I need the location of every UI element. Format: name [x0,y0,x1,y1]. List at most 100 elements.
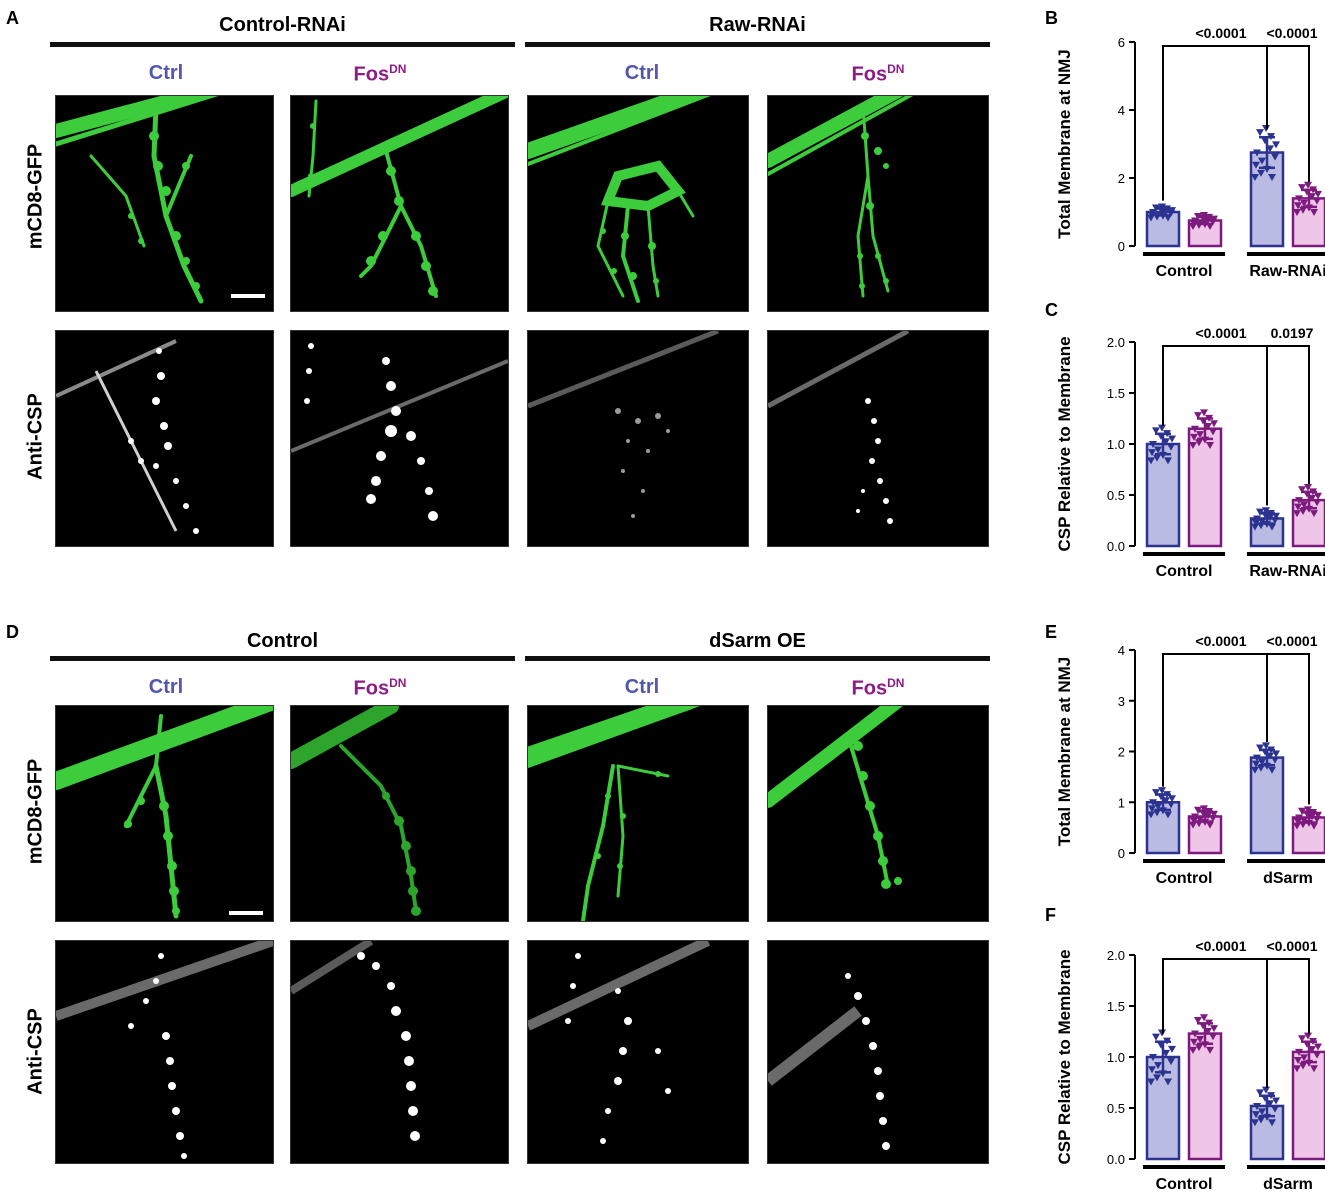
data-point [1310,1065,1318,1073]
data-point [1305,505,1313,513]
data-point [1164,1078,1172,1086]
data-point [1310,822,1318,830]
y-tick-label: 2.0 [1107,335,1125,350]
y-tick-label: 1.5 [1107,999,1125,1014]
group-bar-control [50,656,515,661]
data-point [1190,817,1198,825]
data-point [1205,213,1213,221]
y-tick-label: 3 [1118,694,1125,709]
data-point [1256,744,1264,752]
micrograph-csp-dsarm-ctrl [527,940,749,1164]
p-value-label: <0.0001 [1196,633,1247,649]
data-point [1267,133,1275,141]
data-point [1267,746,1275,754]
data-point [1206,222,1214,230]
data-point [1153,454,1161,462]
data-point [1194,806,1202,814]
micrograph-gfp-control-ctrl [55,95,274,312]
significance-bracket [1266,45,1310,182]
data-point [1266,1100,1274,1108]
scale-bar-2 [229,911,263,915]
p-value-label: 0.0197 [1271,325,1314,341]
data-point [1154,803,1162,811]
data-point [1194,412,1202,420]
data-point [1308,494,1316,502]
data-point [1164,457,1172,465]
data-point [1149,799,1157,807]
data-point [1305,819,1313,827]
data-point [1257,764,1265,772]
data-point [1252,519,1260,527]
chart-b: 0 2 4 6 Total Membrane at NMJ Control Raw-RNAi… [1050,10,1325,290]
data-point [1268,1119,1276,1127]
data-point [1252,1111,1260,1119]
data-point [1272,141,1280,149]
y-tick-label: 4 [1118,103,1125,118]
micrograph-gfp-control2-ctrl [55,705,274,922]
data-point [1299,821,1307,829]
data-point [1196,1035,1204,1043]
data-point [1298,184,1306,192]
data-point [1309,488,1317,496]
data-point [1147,811,1155,819]
group-title-raw-rnai: Raw-RNAi [709,14,806,36]
p-value-label: <0.0001 [1196,25,1247,41]
data-point [1206,442,1214,450]
micrograph-gfp-dsarm-fos [767,705,989,922]
bar [1249,756,1285,855]
data-point [1261,511,1269,519]
data-point [1190,1038,1198,1046]
data-point [1168,435,1176,443]
data-point [1303,1040,1311,1048]
y-axis-label: CSP Relative to Membrane [1055,336,1074,551]
micrograph-csp-control2-fos [290,940,509,1164]
data-point [1299,1062,1307,1070]
data-point [1267,510,1275,518]
data-point [1154,1062,1162,1070]
data-point [1209,428,1217,436]
data-point [1258,1108,1266,1116]
data-point [1310,209,1318,216]
chart-e-svg: 0 1 2 3 4 Total Membrane at NMJ Control dSarm <0… [1055,633,1325,887]
data-point [1314,492,1322,500]
data-point [1271,1105,1279,1113]
data-point [1159,212,1167,220]
panel-label-b: B [1045,8,1058,28]
group-bar-dsarm-oe [525,656,990,661]
data-point [1167,801,1175,809]
y-tick-label: 2.0 [1107,948,1125,963]
col-label-fos-4: FosDN [851,676,905,700]
data-point [1199,1022,1207,1030]
data-point [1304,484,1312,492]
p-value-label: <0.0001 [1267,633,1318,649]
data-point [1149,209,1157,216]
data-point [1168,1045,1176,1053]
data-point [1163,205,1171,213]
p-value-label: <0.0001 [1196,938,1247,954]
x-group-label: Control [1156,563,1213,580]
data-point [1294,1057,1302,1065]
y-tick-label: 1.0 [1107,1050,1125,1065]
data-point [1300,817,1308,825]
data-point [1263,1113,1271,1121]
data-point [1300,199,1308,207]
data-point [1159,451,1167,459]
y-axis-label: Total Membrane at NMJ [1055,657,1074,847]
data-point [1205,1019,1213,1027]
data-point [1313,1051,1321,1059]
data-point [1196,219,1204,227]
data-point [1253,754,1261,762]
data-point [1261,748,1269,756]
data-point [1201,221,1209,229]
data-point [1253,1102,1261,1110]
y-tick-label: 0.5 [1107,488,1125,503]
data-point [1308,813,1316,821]
data-point [1252,161,1260,169]
data-point [1253,515,1261,523]
row-label-mcd8-gfp-bottom: mCD8-GFP [24,758,47,865]
row-label-anti-csp-bottom: Anti-CSP [24,1008,47,1095]
micrograph-csp-raw-ctrl [527,330,749,547]
micrograph-gfp-raw-fos [767,95,989,312]
data-point [1271,756,1279,764]
data-point [1195,439,1203,447]
